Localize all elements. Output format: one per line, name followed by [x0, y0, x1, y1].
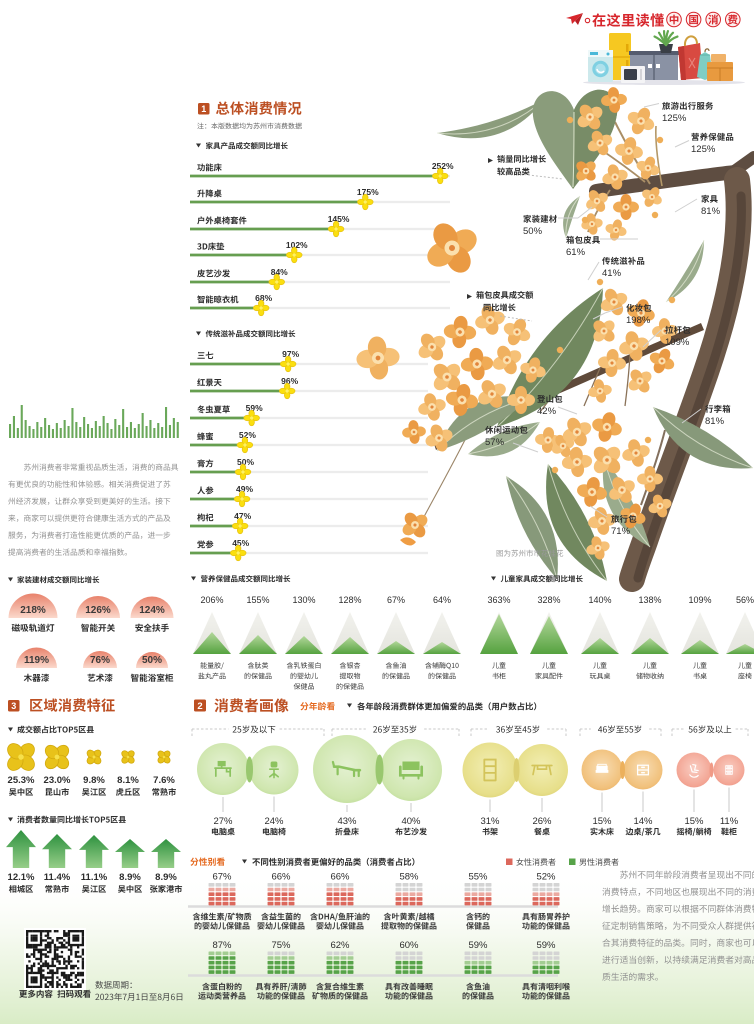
svg-text:40%: 40% — [401, 816, 421, 827]
svg-text:130%: 130% — [292, 595, 315, 605]
svg-text:145%: 145% — [328, 214, 350, 224]
svg-text:59%: 59% — [246, 403, 263, 413]
svg-text:140%: 140% — [588, 595, 611, 605]
svg-text:15%: 15% — [684, 816, 704, 827]
svg-text:57%: 57% — [485, 437, 505, 448]
svg-text:128%: 128% — [338, 595, 361, 605]
svg-text:76%: 76% — [90, 655, 110, 666]
svg-text:81%: 81% — [701, 206, 721, 217]
svg-text:58%: 58% — [399, 872, 419, 883]
svg-text:206%: 206% — [200, 595, 223, 605]
svg-text:102%: 102% — [286, 240, 308, 250]
svg-text:97%: 97% — [282, 349, 299, 359]
svg-text:55%: 55% — [468, 872, 488, 883]
svg-text:27%: 27% — [213, 816, 233, 827]
svg-text:9.8%: 9.8% — [83, 775, 105, 786]
svg-text:67%: 67% — [387, 595, 405, 605]
svg-text:125%: 125% — [662, 113, 687, 124]
svg-text:66%: 66% — [271, 872, 291, 883]
svg-text:252%: 252% — [432, 161, 454, 171]
svg-text:155%: 155% — [246, 595, 269, 605]
svg-text:42%: 42% — [537, 406, 557, 417]
svg-text:52%: 52% — [536, 872, 556, 883]
svg-text:7.6%: 7.6% — [153, 775, 175, 786]
svg-text:12.1%: 12.1% — [8, 872, 35, 883]
svg-text:81%: 81% — [705, 416, 725, 427]
svg-text:25.3%: 25.3% — [8, 775, 35, 786]
svg-text:14%: 14% — [633, 816, 653, 827]
svg-text:198%: 198% — [626, 315, 651, 326]
svg-text:218%: 218% — [20, 605, 46, 616]
svg-text:56%: 56% — [736, 595, 754, 605]
svg-text:1: 1 — [201, 104, 206, 114]
svg-text:84%: 84% — [271, 267, 288, 277]
svg-text:11.4%: 11.4% — [44, 872, 71, 883]
svg-text:50%: 50% — [237, 457, 254, 467]
svg-text:23.0%: 23.0% — [44, 775, 71, 786]
svg-text:68%: 68% — [255, 293, 272, 303]
svg-text:8.9%: 8.9% — [155, 872, 177, 883]
svg-text:8.1%: 8.1% — [117, 775, 139, 786]
svg-text:109%: 109% — [665, 337, 690, 348]
svg-text:126%: 126% — [85, 605, 111, 616]
svg-text:11%: 11% — [720, 816, 739, 827]
svg-text:125%: 125% — [691, 144, 716, 155]
svg-text:109%: 109% — [688, 595, 711, 605]
svg-text:24%: 24% — [264, 816, 284, 827]
svg-text:59%: 59% — [468, 940, 488, 951]
svg-text:11.1%: 11.1% — [81, 872, 108, 883]
svg-text:2: 2 — [197, 701, 202, 712]
svg-text:59%: 59% — [536, 940, 556, 951]
svg-text:3: 3 — [11, 701, 16, 711]
svg-text:52%: 52% — [239, 430, 256, 440]
svg-text:49%: 49% — [236, 484, 253, 494]
svg-text:31%: 31% — [480, 816, 500, 827]
svg-text:71%: 71% — [611, 526, 631, 537]
svg-text:60%: 60% — [399, 940, 419, 951]
svg-text:47%: 47% — [234, 511, 251, 521]
svg-text:61%: 61% — [566, 247, 586, 258]
svg-text:124%: 124% — [139, 605, 165, 616]
svg-text:8.9%: 8.9% — [119, 872, 141, 883]
svg-text:119%: 119% — [24, 655, 49, 666]
svg-text:50%: 50% — [142, 655, 162, 666]
svg-text:75%: 75% — [271, 940, 291, 951]
svg-text:64%: 64% — [433, 595, 451, 605]
svg-text:87%: 87% — [212, 940, 232, 951]
svg-text:138%: 138% — [638, 595, 661, 605]
svg-text:67%: 67% — [212, 872, 232, 883]
svg-text:15%: 15% — [592, 816, 612, 827]
svg-text:45%: 45% — [232, 538, 249, 548]
svg-text:43%: 43% — [337, 816, 357, 827]
svg-text:328%: 328% — [537, 595, 560, 605]
svg-text:175%: 175% — [357, 187, 379, 197]
svg-text:363%: 363% — [487, 595, 510, 605]
svg-text:62%: 62% — [330, 940, 350, 951]
svg-text:41%: 41% — [602, 268, 622, 279]
svg-text:50%: 50% — [523, 226, 543, 237]
svg-text:66%: 66% — [330, 872, 350, 883]
svg-text:26%: 26% — [532, 816, 552, 827]
svg-text:96%: 96% — [281, 376, 298, 386]
